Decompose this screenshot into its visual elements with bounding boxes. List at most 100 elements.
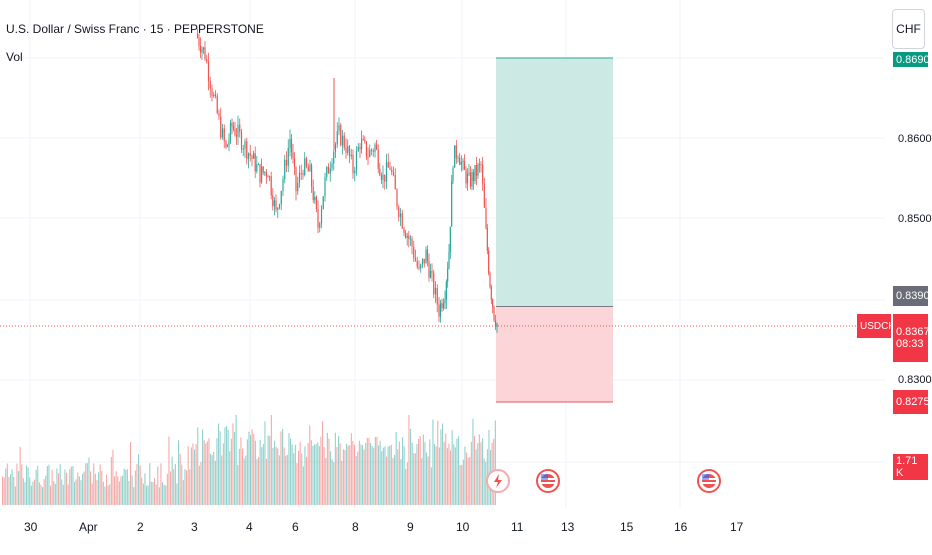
candle-body <box>280 190 282 205</box>
volume-bar <box>118 481 120 505</box>
lightning-icon[interactable] <box>486 469 510 493</box>
volume-bar <box>293 453 295 505</box>
time-label: 8 <box>352 520 359 534</box>
volume-bar <box>454 447 456 505</box>
candle-body <box>429 270 432 278</box>
volume-bar <box>230 438 232 505</box>
volume-bar <box>195 444 197 505</box>
candle-body <box>298 172 301 183</box>
volume-bar <box>102 481 104 505</box>
candle-body <box>423 258 425 264</box>
volume-indicator-label[interactable]: Vol <box>6 50 23 64</box>
candle-body <box>365 141 367 157</box>
candle-body <box>398 207 400 217</box>
volume-bar <box>162 482 164 505</box>
volume-bar <box>40 484 42 505</box>
volume-bar <box>299 441 301 505</box>
candle-body <box>347 146 349 153</box>
volume-bar <box>197 427 199 505</box>
candle-body <box>369 149 371 158</box>
candle-body <box>261 166 263 183</box>
volume-bar <box>70 466 72 505</box>
last-price-badge: 0.83675 08:33 <box>893 314 932 362</box>
volume-bar <box>440 429 442 505</box>
volume-bar <box>38 482 40 505</box>
volume-bar <box>294 444 296 505</box>
candle-body <box>289 138 291 149</box>
candle-body <box>275 200 277 210</box>
volume-bar <box>421 458 423 505</box>
volume-bar <box>251 429 253 505</box>
volume-bar <box>320 436 322 505</box>
volume-bar <box>426 452 428 505</box>
volume-bar <box>374 436 376 505</box>
volume-bar <box>173 469 175 505</box>
candle-body <box>451 181 453 227</box>
volume-bar <box>165 485 167 505</box>
volume-bar <box>211 455 213 505</box>
candle-body <box>311 164 313 187</box>
volume-bar <box>427 456 429 505</box>
volume-bar <box>459 465 461 505</box>
volume-bar <box>80 480 82 505</box>
profit-zone[interactable] <box>496 58 613 306</box>
volume-bar <box>400 459 402 505</box>
volume-bar <box>58 473 60 505</box>
candle-body <box>257 164 259 166</box>
candle-body <box>426 249 429 262</box>
volume-bar <box>82 473 84 505</box>
volume-bar <box>210 453 212 505</box>
volume-bar <box>258 457 260 505</box>
candle-body <box>206 59 208 62</box>
us-flag-icon[interactable] <box>536 469 560 493</box>
volume-bar <box>413 453 415 505</box>
volume-bar <box>202 429 204 505</box>
volume-bar <box>422 434 424 505</box>
candle-body <box>387 162 389 168</box>
volume-bar <box>218 423 220 505</box>
candle-body <box>403 228 405 234</box>
currency-button[interactable]: CHF <box>892 9 925 49</box>
volume-bar <box>432 419 434 505</box>
candle-body <box>334 144 337 153</box>
volume-bar <box>274 440 276 505</box>
volume-bar <box>339 443 341 505</box>
candle-body <box>220 116 222 138</box>
volume-bar <box>370 443 372 505</box>
volume-bar <box>446 448 448 505</box>
volume-bar <box>363 449 365 505</box>
time-axis[interactable]: 30 Apr 2 3 4 6 8 9 10 11 13 15 16 17 <box>24 520 744 534</box>
candle-body <box>223 128 225 141</box>
symbol-title[interactable]: U.S. Dollar / Swiss Franc · 15 · PEPPERS… <box>6 22 264 36</box>
us-flag-icon[interactable] <box>697 469 721 493</box>
candle-body <box>290 138 293 153</box>
loss-zone[interactable] <box>496 307 613 402</box>
time-label: 9 <box>407 520 414 534</box>
candle-body <box>201 49 203 53</box>
candle-body <box>405 233 407 238</box>
candle-body <box>493 306 495 321</box>
candle-body <box>463 161 466 170</box>
volume-bar <box>37 465 39 505</box>
candle-body <box>350 154 352 157</box>
volume-bar <box>448 443 450 505</box>
volume-bar <box>30 485 32 505</box>
volume-bar <box>166 473 168 505</box>
volume-bar <box>243 458 245 505</box>
volume-bar <box>235 415 237 505</box>
candle-body <box>492 299 494 307</box>
candle-body <box>319 223 321 228</box>
volume-bar <box>312 445 314 505</box>
candle-body <box>418 267 420 269</box>
candle-body <box>425 249 427 264</box>
volume-bar <box>384 446 386 505</box>
volume-bar <box>128 480 130 505</box>
volume-bar <box>314 444 316 505</box>
volume-bar <box>206 441 208 505</box>
volume-bar <box>282 428 284 505</box>
volume-bar <box>344 450 346 505</box>
candle-body <box>396 189 398 208</box>
